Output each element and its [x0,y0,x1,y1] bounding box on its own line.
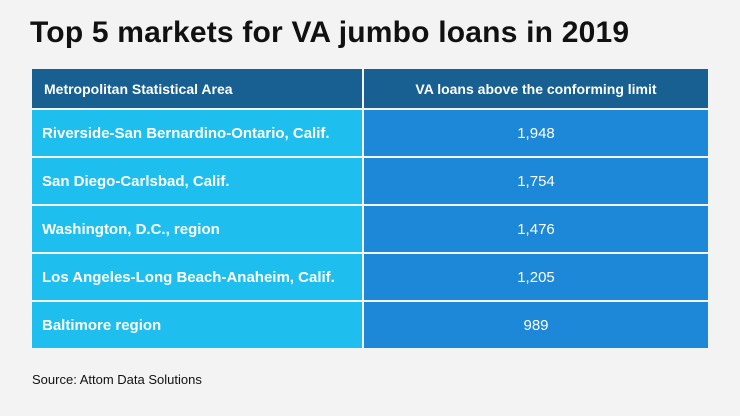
table-row: Riverside-San Bernardino-Ontario, Calif.… [32,110,708,156]
value-cell: 1,948 [364,110,708,156]
value-cell: 1,754 [364,158,708,204]
area-cell: Baltimore region [32,302,362,348]
column-header-loans: VA loans above the conforming limit [364,69,708,108]
table-row: San Diego-Carlsbad, Calif. 1,754 [32,158,708,204]
data-table: Metropolitan Statistical Area VA loans a… [32,69,708,353]
chart-title: Top 5 markets for VA jumbo loans in 2019 [30,16,630,49]
area-cell: Los Angeles-Long Beach-Anaheim, Calif. [32,254,362,300]
table-header-row: Metropolitan Statistical Area VA loans a… [32,69,708,115]
value-cell: 1,476 [364,206,708,252]
source-note: Source: Attom Data Solutions [32,372,202,387]
value-cell: 989 [364,302,708,348]
area-cell: Washington, D.C., region [32,206,362,252]
table-row: Washington, D.C., region 1,476 [32,206,708,252]
column-header-area: Metropolitan Statistical Area [32,69,362,108]
table-row: Baltimore region 989 [32,302,708,348]
area-cell: Riverside-San Bernardino-Ontario, Calif. [32,110,362,156]
value-cell: 1,205 [364,254,708,300]
area-cell: San Diego-Carlsbad, Calif. [32,158,362,204]
table-row: Los Angeles-Long Beach-Anaheim, Calif. 1… [32,254,708,300]
